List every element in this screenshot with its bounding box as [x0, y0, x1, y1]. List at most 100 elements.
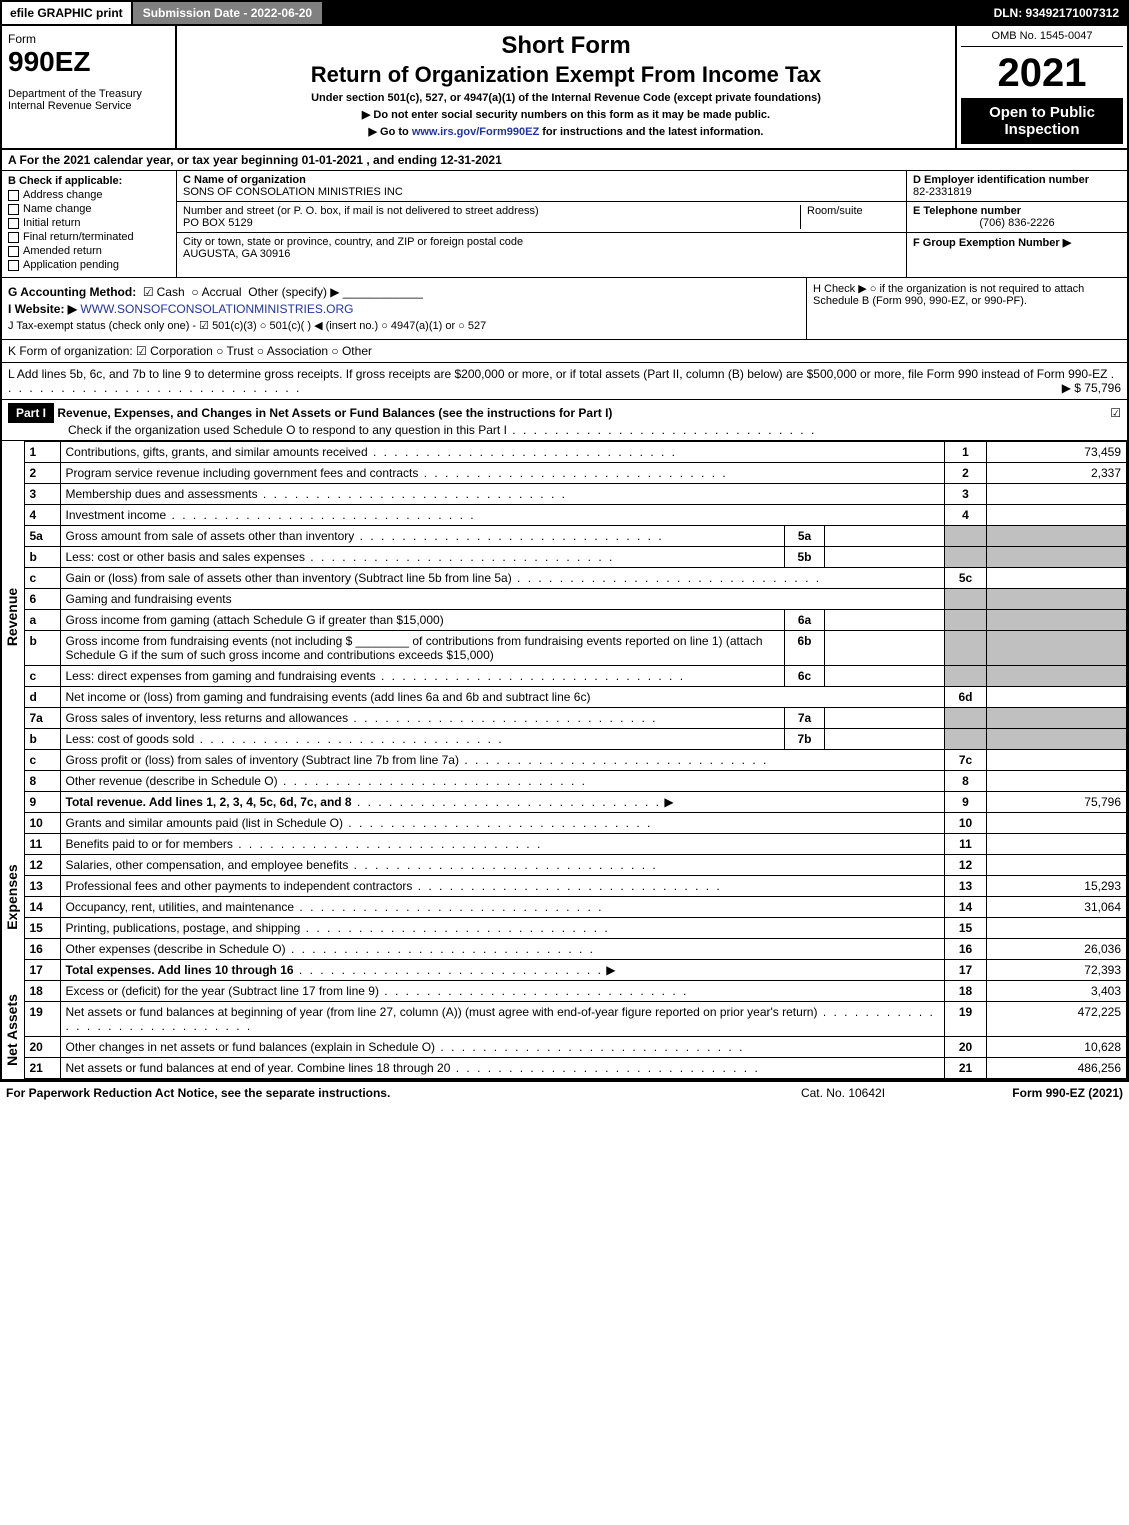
instr-ssn: ▶ Do not enter social security numbers o… — [185, 108, 947, 121]
chk-cash[interactable]: Cash — [143, 285, 185, 299]
chk-initial-return[interactable]: Initial return — [8, 217, 170, 229]
footer-formno: Form 990-EZ (2021) — [943, 1086, 1123, 1100]
header-center: Short Form Return of Organization Exempt… — [177, 26, 957, 148]
line-19: 19Net assets or fund balances at beginni… — [2, 1002, 1127, 1037]
g-other: Other (specify) ▶ — [248, 285, 339, 299]
omb-number: OMB No. 1545-0047 — [961, 30, 1123, 47]
part-1-header: Part I Revenue, Expenses, and Changes in… — [2, 400, 1127, 441]
val-18: 3,403 — [987, 981, 1127, 1002]
chk-address-change[interactable]: Address change — [8, 189, 170, 201]
org-city: AUGUSTA, GA 30916 — [183, 248, 290, 260]
chk-amended-return[interactable]: Amended return — [8, 245, 170, 257]
chk-accrual[interactable]: Accrual — [191, 285, 241, 299]
line-13: 13Professional fees and other payments t… — [2, 876, 1127, 897]
col-d-e-f: D Employer identification number 82-2331… — [907, 171, 1127, 277]
part-1-title: Revenue, Expenses, and Changes in Net As… — [57, 406, 612, 420]
line-6c: cLess: direct expenses from gaming and f… — [2, 666, 1127, 687]
room-suite: Room/suite — [800, 205, 900, 229]
line-6: 6Gaming and fundraising events — [2, 589, 1127, 610]
col-b-checkboxes: B Check if applicable: Address change Na… — [2, 171, 177, 277]
dln: DLN: 93492171007312 — [986, 2, 1127, 24]
section-b-c-d-e-f: B Check if applicable: Address change Na… — [2, 171, 1127, 278]
line-20: 20Other changes in net assets or fund ba… — [2, 1037, 1127, 1058]
header-left: Form 990EZ Department of the Treasury In… — [2, 26, 177, 148]
tax-year: 2021 — [961, 51, 1123, 96]
line-7b: bLess: cost of goods sold 7b — [2, 729, 1127, 750]
line-7a: 7aGross sales of inventory, less returns… — [2, 708, 1127, 729]
val-17: 72,393 — [987, 960, 1127, 981]
val-13: 15,293 — [987, 876, 1127, 897]
instr-goto: ▶ Go to www.irs.gov/Form990EZ for instru… — [185, 125, 947, 138]
col-g-i-j: G Accounting Method: Cash Accrual Other … — [2, 278, 807, 339]
open-to-public: Open to Public Inspection — [961, 98, 1123, 144]
line-7c: cGross profit or (loss) from sales of in… — [2, 750, 1127, 771]
val-14: 31,064 — [987, 897, 1127, 918]
row-l: L Add lines 5b, 6c, and 7b to line 9 to … — [2, 363, 1127, 400]
b-label: B Check if applicable: — [8, 175, 170, 187]
line-6a: aGross income from gaming (attach Schedu… — [2, 610, 1127, 631]
j-tax-exempt: J Tax-exempt status (check only one) - ☑… — [8, 319, 800, 332]
part-1-label: Part I — [8, 403, 54, 423]
e-phone: E Telephone number (706) 836-2226 — [907, 202, 1127, 233]
footer-catno: Cat. No. 10642I — [743, 1086, 943, 1100]
line-17: 17Total expenses. Add lines 10 through 1… — [2, 960, 1127, 981]
header: Form 990EZ Department of the Treasury In… — [2, 26, 1127, 150]
line-8: 8Other revenue (describe in Schedule O) … — [2, 771, 1127, 792]
part-1-check[interactable]: ☑ — [1101, 406, 1121, 420]
col-c-d-e-f: C Name of organization SONS OF CONSOLATI… — [177, 171, 1127, 277]
row-k: K Form of organization: ☑ Corporation ○ … — [2, 340, 1127, 363]
chk-application-pending[interactable]: Application pending — [8, 259, 170, 271]
form-number: 990EZ — [8, 46, 169, 78]
org-name-block: C Name of organization SONS OF CONSOLATI… — [177, 171, 906, 202]
val-16: 26,036 — [987, 939, 1127, 960]
website-link[interactable]: WWW.SONSOFCONSOLATIONMINISTRIES.ORG — [80, 302, 353, 316]
irs-link[interactable]: www.irs.gov/Form990EZ — [412, 126, 539, 138]
efile-print[interactable]: efile GRAPHIC print — [2, 2, 133, 24]
addr-label: Number and street (or P. O. box, if mail… — [183, 205, 539, 217]
chk-name-change[interactable]: Name change — [8, 203, 170, 215]
vlabel-expenses: Expenses — [4, 864, 20, 929]
line-15: 15Printing, publications, postage, and s… — [2, 918, 1127, 939]
line-18: Net Assets 18Excess or (deficit) for the… — [2, 981, 1127, 1002]
chk-final-return[interactable]: Final return/terminated — [8, 231, 170, 243]
line-9: 9Total revenue. Add lines 1, 2, 3, 4, 5c… — [2, 792, 1127, 813]
line-11: 11Benefits paid to or for members11 — [2, 834, 1127, 855]
row-g-h: G Accounting Method: Cash Accrual Other … — [2, 278, 1127, 340]
val-19: 472,225 — [987, 1002, 1127, 1037]
val-1: 73,459 — [987, 442, 1127, 463]
line-5c: cGain or (loss) from sale of assets othe… — [2, 568, 1127, 589]
col-c: C Name of organization SONS OF CONSOLATI… — [177, 171, 907, 277]
header-right: OMB No. 1545-0047 2021 Open to Public In… — [957, 26, 1127, 148]
org-addr-block: Number and street (or P. O. box, if mail… — [177, 202, 906, 233]
ein-value: 82-2331819 — [913, 186, 972, 198]
line-6b: bGross income from fundraising events (n… — [2, 631, 1127, 666]
vlabel-netassets: Net Assets — [4, 994, 20, 1066]
val-20: 10,628 — [987, 1037, 1127, 1058]
val-21: 486,256 — [987, 1058, 1127, 1079]
line-10: Expenses 10Grants and similar amounts pa… — [2, 813, 1127, 834]
vlabel-revenue: Revenue — [4, 587, 20, 645]
subsection-text: Under section 501(c), 527, or 4947(a)(1)… — [185, 92, 947, 104]
c-label: C Name of organization — [183, 174, 306, 186]
g-accounting: G Accounting Method: Cash Accrual Other … — [8, 285, 800, 299]
title-short-form: Short Form — [185, 32, 947, 60]
line-12: 12Salaries, other compensation, and empl… — [2, 855, 1127, 876]
val-9: 75,796 — [987, 792, 1127, 813]
line-21: 21Net assets or fund balances at end of … — [2, 1058, 1127, 1079]
lines-table: Revenue 1 Contributions, gifts, grants, … — [2, 441, 1127, 1079]
footer-paperwork: For Paperwork Reduction Act Notice, see … — [6, 1086, 743, 1100]
line-14: 14Occupancy, rent, utilities, and mainte… — [2, 897, 1127, 918]
line-5b: bLess: cost or other basis and sales exp… — [2, 547, 1127, 568]
val-2: 2,337 — [987, 463, 1127, 484]
top-bar: efile GRAPHIC print Submission Date - 20… — [0, 0, 1129, 26]
line-1: Revenue 1 Contributions, gifts, grants, … — [2, 442, 1127, 463]
footer: For Paperwork Reduction Act Notice, see … — [0, 1081, 1129, 1104]
f-group-exemption: F Group Exemption Number ▶ — [907, 233, 1127, 252]
line-5a: 5aGross amount from sale of assets other… — [2, 526, 1127, 547]
org-addr: PO BOX 5129 — [183, 217, 253, 229]
part-1-sub: Check if the organization used Schedule … — [68, 423, 507, 437]
city-label: City or town, state or province, country… — [183, 236, 523, 248]
org-city-block: City or town, state or province, country… — [177, 233, 906, 263]
line-16: 16Other expenses (describe in Schedule O… — [2, 939, 1127, 960]
line-2: 2Program service revenue including gover… — [2, 463, 1127, 484]
